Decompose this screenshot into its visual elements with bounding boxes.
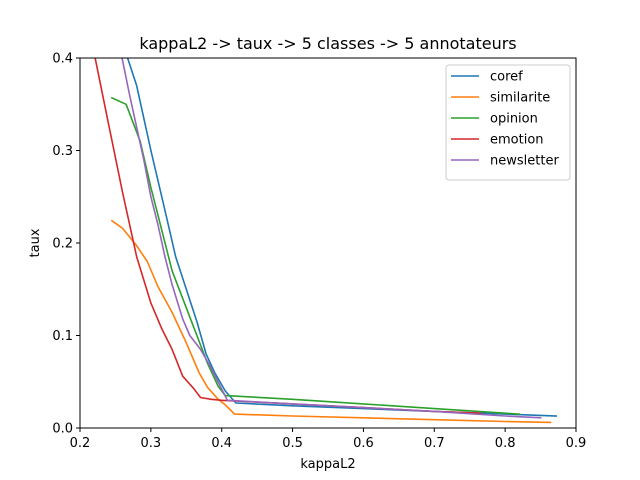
legend: coref similarite opinion emotion newsletter [445, 64, 571, 181]
y-tick-label: 0.1 [52, 329, 73, 344]
x-tick-label: 0.9 [566, 436, 587, 451]
legend-box [445, 64, 571, 181]
series-layer [94, 58, 558, 424]
x-tick-label: 0.3 [141, 436, 162, 451]
y-axis-label: taux [28, 228, 43, 257]
x-tick-label: 0.7 [424, 436, 445, 451]
y-tick-label: 0.2 [52, 237, 73, 252]
series-line-opinion [110, 96, 521, 415]
legend-label-opinion: opinion [490, 112, 538, 127]
x-axis: 0.2 0.3 0.4 0.5 0.6 0.7 0.8 0.9 [70, 428, 587, 451]
x-tick-label: 0.4 [211, 436, 232, 451]
x-tick-label: 0.6 [353, 436, 374, 451]
series-line-similarite [110, 219, 552, 424]
legend-label-similarite: similarite [490, 91, 550, 106]
x-tick-label: 0.2 [70, 436, 91, 451]
legend-label-coref: coref [490, 70, 523, 85]
legend-label-emotion: emotion [490, 133, 544, 148]
y-axis: 0.0 0.1 0.2 0.3 0.4 [52, 52, 80, 437]
x-tick-label: 0.8 [495, 436, 516, 451]
y-tick-label: 0.3 [52, 144, 73, 159]
y-tick-label: 0.0 [52, 422, 73, 437]
x-tick-label: 0.5 [282, 436, 303, 451]
x-axis-label: kappaL2 [300, 457, 355, 472]
legend-label-newsletter: newsletter [490, 154, 559, 169]
chart-title: kappaL2 -> taux -> 5 classes -> 5 annota… [139, 34, 516, 53]
series-line-newsletter [121, 58, 542, 419]
y-tick-label: 0.4 [52, 52, 73, 67]
